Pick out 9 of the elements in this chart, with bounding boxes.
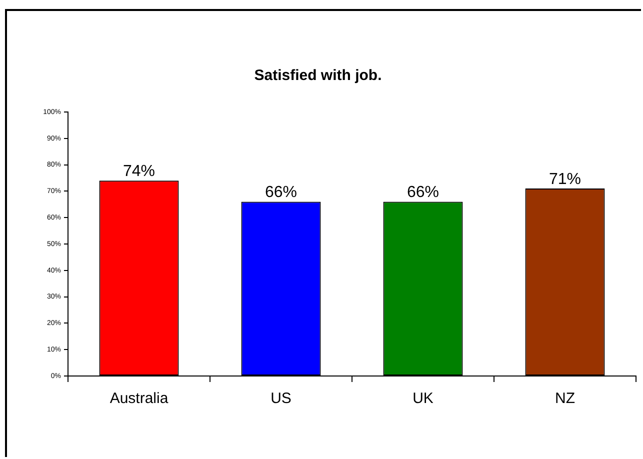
x-tick-label: UK [412, 390, 434, 408]
data-label: 71% [548, 170, 582, 188]
data-label: 66% [406, 184, 440, 202]
data-label: 66% [264, 184, 298, 202]
chart-title: Satisfied with job. [254, 67, 382, 84]
data-label: 74% [122, 163, 156, 180]
x-tick-label: Australia [110, 390, 169, 408]
x-tick-label: NZ [555, 390, 575, 408]
x-tick-label: US [270, 390, 292, 408]
